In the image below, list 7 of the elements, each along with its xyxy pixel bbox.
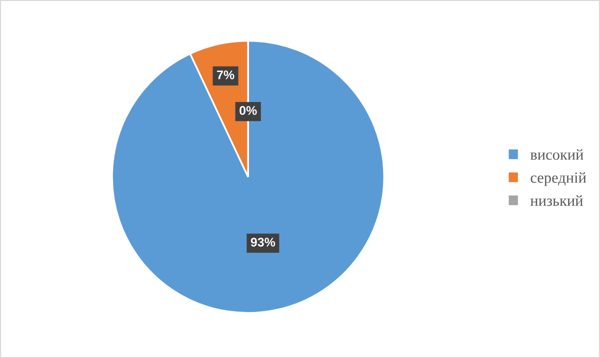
legend-label: низький — [530, 195, 583, 206]
legend-label: середній — [530, 172, 586, 186]
pie-slice — [111, 40, 385, 314]
legend-label: високий — [530, 149, 584, 160]
data-label: 93% — [250, 238, 276, 247]
text: 0% — [240, 106, 257, 115]
data-label: 7% — [217, 70, 234, 80]
